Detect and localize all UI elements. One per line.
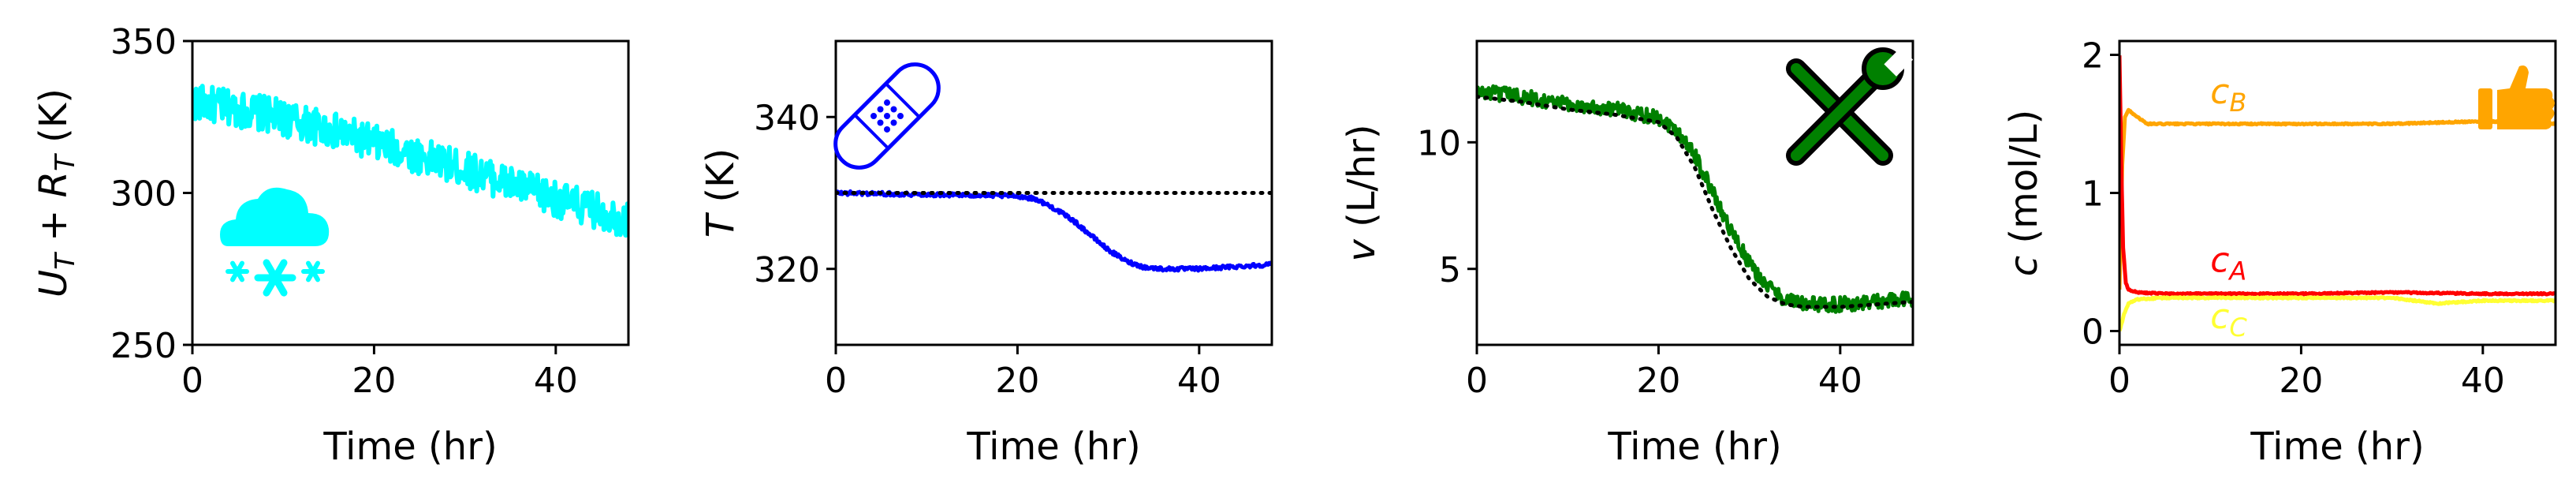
y-label-unit: (L/hr): [1340, 124, 1384, 239]
series-line-2: [2119, 55, 2555, 297]
series-label-sub: B: [2229, 88, 2246, 118]
y-tick-label: 250: [110, 326, 177, 366]
y-tick-label: 1: [2082, 174, 2104, 215]
y-tick-label: 5: [1439, 250, 1461, 290]
x-tick-label: 40: [534, 361, 578, 401]
series-line-1: [836, 189, 1272, 273]
x-axis-label: Time (hr): [322, 425, 497, 469]
y-label-subscript: T: [50, 252, 81, 270]
y-axis-label: v (L/hr): [1340, 124, 1384, 261]
series-label-sub: C: [2229, 312, 2247, 342]
chart-panel-2: 0 20 40 320 340 Time (hr) T (K): [699, 39, 1273, 469]
y-label-unit: (K): [32, 88, 76, 155]
y-label-operator: +: [32, 197, 76, 253]
y-axis-label: UT + RT (K): [32, 88, 81, 298]
y-tick-label: 320: [754, 250, 820, 290]
snow-cloud-icon: [220, 187, 330, 297]
y-label-subscript-2: T: [50, 153, 81, 171]
y-label-symbol: v: [1340, 239, 1384, 262]
series-label-main: c: [2210, 297, 2229, 337]
y-label-unit: (mol/L): [2002, 110, 2046, 256]
x-tick-label: 0: [1466, 361, 1488, 401]
y-label-symbol: U: [32, 270, 76, 298]
y-axis-label: T (K): [699, 148, 743, 238]
x-axis-label: Time (hr): [2250, 425, 2424, 469]
x-axis-label: Time (hr): [966, 425, 1140, 469]
series-label-sub: A: [2227, 256, 2246, 286]
series-label-main: c: [2210, 72, 2229, 112]
bandage-icon: [833, 62, 941, 170]
x-tick-label: 0: [2108, 361, 2131, 401]
chart-panel-3: 0 20 40 5 10 Time (hr) v (L/hr): [1340, 39, 1914, 469]
y-label-symbol-2: R: [32, 171, 76, 197]
y-label-symbol: T: [699, 211, 743, 238]
x-tick-label: 20: [995, 361, 1039, 401]
y-label-symbol: c: [2002, 256, 2046, 276]
series-line-1: [192, 84, 628, 238]
plot-frame: [1475, 39, 1914, 346]
x-tick-label: 40: [2461, 361, 2505, 401]
y-tick-label: 340: [754, 98, 820, 138]
series-label-c: cC: [2210, 297, 2247, 342]
y-tick-label: 0: [2082, 312, 2104, 353]
x-tick-label: 40: [1177, 361, 1221, 401]
y-tick-label: 2: [2082, 36, 2104, 77]
x-tick-label: 20: [352, 361, 396, 401]
series-label-main: c: [2210, 240, 2229, 280]
x-tick-label: 40: [1818, 361, 1862, 401]
x-tick-label: 20: [2279, 361, 2323, 401]
x-tick-label: 20: [1636, 361, 1680, 401]
thumbs-up-icon: [2478, 65, 2555, 129]
series-line-3: [2119, 295, 2555, 331]
series-label-a: cA: [2210, 240, 2246, 286]
x-axis-label: Time (hr): [1607, 425, 1781, 469]
series-line-1: [2119, 107, 2555, 290]
series-line-2: [1477, 95, 1913, 309]
x-tick-label: 0: [181, 361, 203, 401]
y-axis-label: c (mol/L): [2002, 110, 2046, 276]
plot-frame: [834, 39, 1273, 346]
tools-icon: [1786, 47, 1914, 166]
y-tick-label: 350: [110, 22, 177, 62]
series-line-1: [1477, 84, 1913, 314]
y-tick-label: 300: [110, 174, 177, 215]
y-label-unit: (K): [699, 148, 743, 215]
x-tick-label: 0: [825, 361, 847, 401]
y-tick-label: 10: [1417, 123, 1461, 163]
series-label-b: cB: [2210, 72, 2246, 118]
